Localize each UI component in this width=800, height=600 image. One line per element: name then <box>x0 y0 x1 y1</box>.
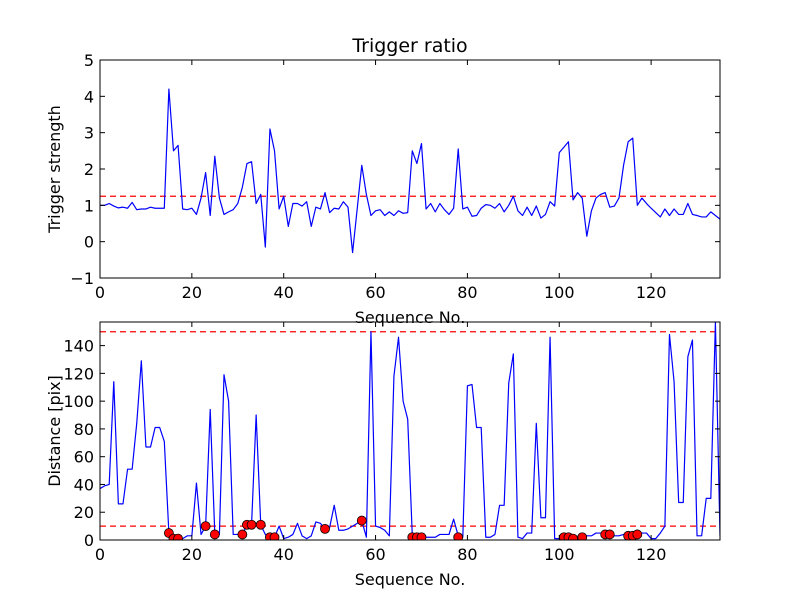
x-tick-label: 80 <box>457 283 477 302</box>
data-point-marker <box>416 532 427 540</box>
y-tick-label: 5 <box>84 51 94 70</box>
y-tick-label: 2 <box>84 160 94 179</box>
data-point-marker <box>173 533 183 540</box>
data-point-marker <box>246 519 257 530</box>
x-axis-label: Sequence No. <box>355 570 466 589</box>
data-point-marker <box>269 532 280 540</box>
data-point-marker <box>356 515 367 526</box>
data-point-marker <box>453 532 464 540</box>
y-tick-label: 0 <box>84 531 94 550</box>
x-tick-label: 40 <box>274 545 294 564</box>
y-tick-label: 140 <box>63 337 94 356</box>
data-point-marker <box>237 529 248 540</box>
y-tick-label: 4 <box>84 87 94 106</box>
x-tick-label: 20 <box>182 545 202 564</box>
y-tick-label: 3 <box>84 124 94 143</box>
data-point-marker <box>200 521 211 532</box>
data-point-marker <box>255 519 266 530</box>
data-point-marker <box>568 533 578 540</box>
y-tick-label: 60 <box>74 448 94 467</box>
series-line <box>100 322 720 540</box>
x-tick-label: 0 <box>95 283 105 302</box>
x-tick-label: 20 <box>182 283 202 302</box>
data-point-marker <box>320 523 330 534</box>
y-tick-label: −1 <box>70 269 94 288</box>
x-tick-label: 60 <box>365 545 385 564</box>
x-tick-label: 120 <box>636 283 667 302</box>
chart-panel-2: 0 20 40 60 80 100 120 0 20 40 60 80 100 120 140 Sequenc… <box>45 321 721 589</box>
series-line <box>100 88 720 254</box>
x-tick-label: 120 <box>636 545 667 564</box>
y-tick-label: 100 <box>63 392 94 411</box>
x-tick-label: 40 <box>274 283 294 302</box>
chart-title: Trigger ratio <box>351 35 467 57</box>
y-tick-label: 40 <box>74 475 94 494</box>
x-axis-label: Sequence No. <box>355 308 466 327</box>
x-tick-label: 100 <box>544 545 575 564</box>
y-tick-label: 120 <box>63 364 94 383</box>
x-tick-label: 0 <box>95 545 105 564</box>
y-axis-label: Trigger strength <box>45 105 64 234</box>
x-tick-label: 100 <box>544 283 575 302</box>
data-point-marker <box>209 529 220 540</box>
x-tick-label: 80 <box>457 545 477 564</box>
y-tick-label: 1 <box>84 196 94 215</box>
data-point-marker <box>577 532 588 540</box>
plot-frame <box>99 59 721 279</box>
y-tick-label: 80 <box>74 420 94 439</box>
plot-frame <box>99 321 721 541</box>
y-axis-label: Distance [pix] <box>45 375 64 487</box>
y-tick-label: 0 <box>84 233 94 252</box>
y-tick-label: 20 <box>74 503 94 522</box>
data-point-marker <box>604 529 615 540</box>
data-point-marker <box>632 529 643 540</box>
x-tick-label: 60 <box>365 283 385 302</box>
